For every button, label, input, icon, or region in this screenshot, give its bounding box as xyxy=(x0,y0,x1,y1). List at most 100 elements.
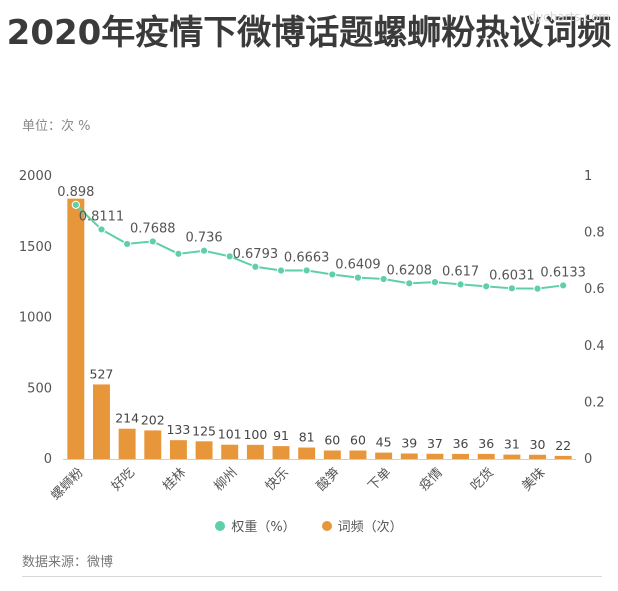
y-right-tick-label: 0.6 xyxy=(584,282,605,297)
y-right-tick-label: 0.8 xyxy=(584,226,605,241)
x-tick-label: 柳州 xyxy=(212,465,241,494)
bar xyxy=(144,430,162,459)
bar xyxy=(93,384,110,459)
watermark: dycharts.com xyxy=(528,10,610,24)
bar-value-label: 30 xyxy=(530,437,546,452)
line-point xyxy=(328,270,337,279)
line-point xyxy=(379,274,388,284)
legend-item-bar[interactable]: 词频（次） xyxy=(321,516,403,535)
x-tick-label: 酸笋 xyxy=(313,465,343,495)
bar xyxy=(169,440,187,459)
y-right-tick-label: 0 xyxy=(584,452,592,467)
bar xyxy=(529,454,546,459)
bar xyxy=(477,453,495,459)
line-value-label: 0.6793 xyxy=(233,247,279,262)
bar-value-label: 91 xyxy=(273,428,289,443)
legend: 权重（%） 词频（次） xyxy=(0,516,618,535)
bar xyxy=(426,453,444,459)
bar xyxy=(272,446,290,459)
y-left-tick-label: 2000 xyxy=(19,169,52,184)
x-tick-label: 快乐 xyxy=(263,465,292,494)
line-point xyxy=(353,273,363,282)
bar xyxy=(375,452,393,459)
bar-value-label: 133 xyxy=(166,422,190,437)
line-point xyxy=(430,278,440,287)
y-left-tick-label: 1000 xyxy=(19,311,52,326)
line-value-label: 0.6663 xyxy=(284,250,330,265)
chart-title: 2020年疫情下微博话题螺蛳粉热议词频 xyxy=(6,13,612,53)
line-value-label: 0.6133 xyxy=(540,265,586,280)
bar xyxy=(452,453,470,459)
bar xyxy=(246,444,264,459)
bar-value-label: 31 xyxy=(504,437,520,452)
bar xyxy=(503,454,521,459)
x-tick-label: 疫情 xyxy=(416,465,446,495)
bar-value-label: 125 xyxy=(192,423,216,438)
bar xyxy=(298,447,316,459)
line-point xyxy=(225,252,234,261)
line-value-label: 0.6208 xyxy=(387,263,433,278)
line-value-label: 0.898 xyxy=(57,185,94,200)
series-line-weight xyxy=(75,204,564,290)
x-tick-label: 好吃 xyxy=(108,465,138,495)
bar-value-label: 37 xyxy=(427,436,443,451)
y-right-tick-label: 1 xyxy=(584,169,592,184)
line-point xyxy=(276,266,286,275)
bar-value-label: 81 xyxy=(299,430,315,445)
bar-value-label: 36 xyxy=(478,436,494,451)
bar-value-label: 22 xyxy=(555,438,571,453)
line-point xyxy=(71,200,80,209)
line-value-label: 0.8111 xyxy=(79,209,125,224)
legend-label-bar: 词频（次） xyxy=(337,520,403,535)
line-point xyxy=(482,282,491,291)
bar-value-label: 214 xyxy=(115,411,139,426)
unit-label: 单位：次 % xyxy=(22,119,91,134)
line-point xyxy=(97,225,106,234)
bar-value-label: 60 xyxy=(324,433,340,448)
line-point xyxy=(123,239,132,249)
line-point xyxy=(405,279,414,288)
bar xyxy=(400,453,418,459)
bar-value-label: 527 xyxy=(90,366,114,381)
legend-label-line: 权重（%） xyxy=(231,520,296,535)
line-value-label: 0.6409 xyxy=(335,258,381,273)
y-left-tick-label: 500 xyxy=(27,381,52,396)
bar xyxy=(323,450,341,459)
legend-dot-line xyxy=(215,520,226,531)
line-point xyxy=(174,249,183,258)
bar xyxy=(349,450,367,459)
bar-value-label: 45 xyxy=(376,435,392,450)
y-right-tick-label: 0.4 xyxy=(584,339,605,354)
x-tick-label: 桂林 xyxy=(160,465,189,494)
line-point xyxy=(251,262,260,271)
footer-divider xyxy=(22,576,602,577)
legend-item-line[interactable]: 权重（%） xyxy=(215,516,296,535)
bar-value-label: 39 xyxy=(401,435,417,450)
line-point xyxy=(302,266,311,275)
line-value-label: 0.6031 xyxy=(489,268,535,283)
line-point xyxy=(533,284,542,293)
y-left-tick-label: 1500 xyxy=(19,240,52,255)
x-tick-label: 吃货 xyxy=(467,465,497,495)
bar xyxy=(118,428,136,459)
x-tick-label: 螺蛳粉 xyxy=(48,465,86,503)
bar-value-label: 202 xyxy=(141,412,165,427)
bar xyxy=(195,441,213,459)
y-left-tick-label: 0 xyxy=(44,452,52,467)
bar xyxy=(67,198,85,459)
line-point xyxy=(507,284,516,293)
bar-value-label: 100 xyxy=(243,427,267,442)
x-tick-label: 下单 xyxy=(365,465,394,494)
bar xyxy=(554,455,572,459)
bar-value-label: 60 xyxy=(350,433,366,448)
line-value-label: 0.617 xyxy=(442,264,479,279)
line-value-label: 0.736 xyxy=(185,231,222,246)
legend-dot-bar xyxy=(321,520,332,531)
y-right-tick-label: 0.2 xyxy=(584,395,605,410)
bar-value-label: 101 xyxy=(218,427,242,442)
bar-value-label: 36 xyxy=(453,436,469,451)
line-value-label: 0.7688 xyxy=(130,221,176,236)
source-note: 数据来源：微博 xyxy=(22,555,114,570)
line-point xyxy=(148,237,157,246)
